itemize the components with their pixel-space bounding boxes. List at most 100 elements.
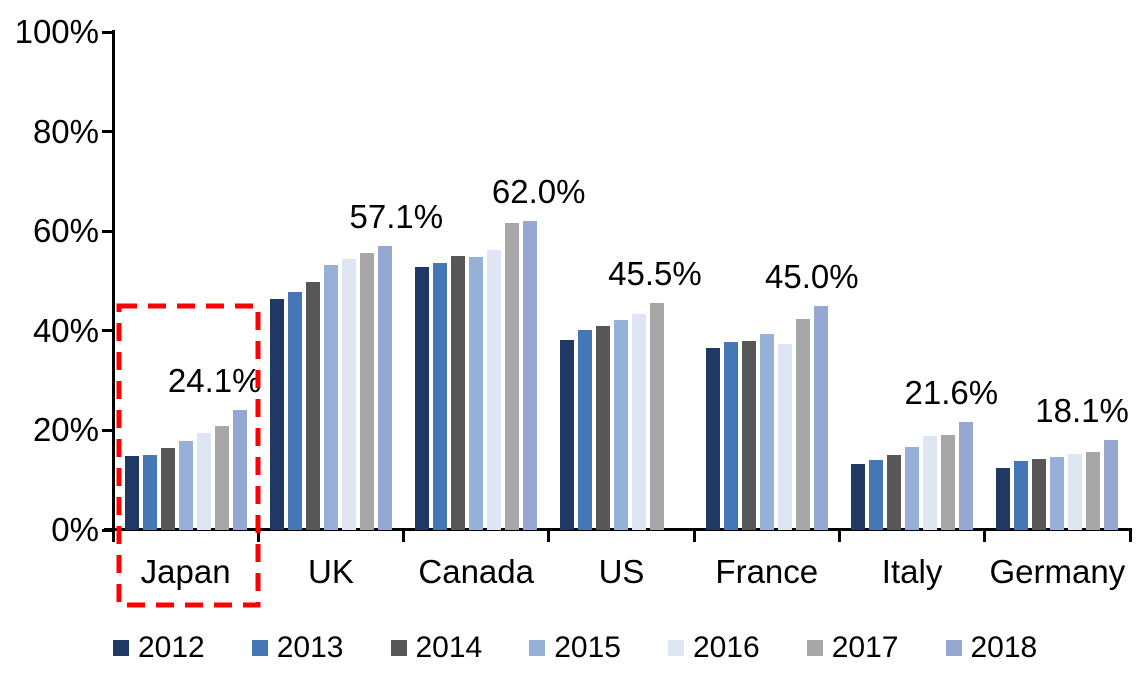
bar-japan-2014 [160,448,175,530]
category-label-france: France [715,553,819,590]
bar-us-2013 [578,329,593,530]
bar-uk-2013 [287,291,302,530]
bar-japan-2017 [214,425,229,530]
x-axis-tick-mark [692,530,696,542]
legend: 2012 2013 2014 2015 2016 2017 2018 [113,631,1037,665]
legend-label: 2017 [831,631,899,664]
x-axis-tick-mark [837,530,841,542]
y-axis-tick-label: 0% [51,511,99,548]
bar-japan-2013 [142,455,157,530]
data-label-japan: 24.1% [167,361,262,399]
category-label-japan: Japan [140,553,231,590]
bar-germany-2015 [1050,457,1065,530]
y-axis-tick-mark [102,130,113,134]
x-axis-tick-mark [402,530,406,542]
bar-germany-2014 [1032,459,1047,530]
bar-italy-2014 [887,455,902,530]
x-axis-tick-mark [1128,530,1132,542]
bar-italy-2018 [959,422,974,530]
data-label-italy: 21.6% [904,374,999,412]
bar-italy-2012 [851,463,866,530]
category-label-us: US [598,553,645,590]
legend-item-2012: 2012 [113,631,205,665]
legend-label: 2012 [138,631,205,664]
bar-uk-2018 [377,245,392,530]
bar-japan-2012 [124,456,139,530]
y-axis-tick-label: 40% [32,311,99,349]
x-axis-tick-mark [983,530,987,542]
bar-italy-2017 [941,435,956,530]
bar-japan-2018 [232,409,247,530]
x-axis-tick-mark [547,530,551,542]
bar-us-2014 [596,325,611,530]
legend-swatch-icon [390,640,407,656]
y-axis-tick-label: 100% [14,13,99,50]
bar-germany-2018 [1104,439,1119,530]
legend-item-2017: 2017 [806,631,899,665]
legend-swatch-icon [806,640,823,656]
bar-group-us [549,32,694,530]
bar-uk-2017 [359,252,374,530]
bar-germany-2017 [1086,451,1101,530]
bar-uk-2016 [341,259,356,530]
data-label-canada: 62.0% [491,173,586,211]
bar-us-2015 [614,320,629,530]
bar-italy-2013 [869,460,884,530]
x-axis-tick-mark [256,530,260,542]
legend-swatch-icon [668,640,684,656]
bar-italy-2016 [923,436,938,530]
y-axis-line [112,30,115,532]
category-label-italy: Italy [881,553,943,590]
y-axis-tick-mark [102,30,113,34]
bar-us-2012 [560,339,575,530]
data-label-us: 45.5% [608,255,702,293]
bar-uk-2015 [323,265,338,530]
category-label-germany: Germany [989,553,1126,590]
y-axis-tick-mark [102,229,113,233]
legend-item-2015: 2015 [529,631,621,665]
y-axis-tick-label: 20% [32,411,99,449]
bar-france-2012 [705,347,720,530]
bar-italy-2015 [905,447,920,530]
bar-group-uk [258,32,403,530]
legend-item-2014: 2014 [390,631,483,665]
y-axis-tick-label: 80% [32,112,99,150]
bar-france-2014 [741,341,756,530]
legend-label: 2018 [970,631,1038,664]
legend-swatch-icon [251,640,268,656]
bar-canada-2014 [451,256,466,530]
legend-item-2013: 2013 [251,631,344,665]
data-label-uk: 57.1% [349,197,444,235]
bar-uk-2012 [269,299,284,530]
legend-label: 2014 [415,631,483,664]
bar-france-2015 [759,333,774,530]
bar-japan-2015 [178,441,193,530]
bar-canada-2017 [505,222,520,530]
y-axis-tick-mark [102,428,113,432]
legend-label: 2016 [693,631,760,664]
bar-canada-2016 [487,250,502,530]
bar-japan-2016 [196,432,211,530]
bar-group-canada [404,32,549,530]
legend-swatch-icon [529,640,546,656]
bar-germany-2013 [1014,460,1029,530]
bar-france-2013 [723,341,738,530]
legend-swatch-icon [945,640,962,656]
legend-item-2018: 2018 [945,631,1038,665]
bar-canada-2013 [433,263,448,530]
bar-group-france [694,32,839,530]
bar-canada-2012 [415,266,430,530]
bar-france-2018 [813,305,828,530]
y-axis-tick-mark [102,329,113,333]
legend-item-2016: 2016 [668,631,760,665]
bar-group-italy [839,32,984,530]
category-label-canada: Canada [418,553,534,590]
bar-canada-2018 [523,221,538,530]
legend-swatch-icon [113,640,129,656]
x-axis-tick-mark [111,530,115,542]
bar-germany-2016 [1068,454,1083,530]
data-label-france: 45.0% [765,257,859,295]
bar-group-germany [985,32,1130,530]
y-axis-tick-label: 60% [32,212,99,250]
